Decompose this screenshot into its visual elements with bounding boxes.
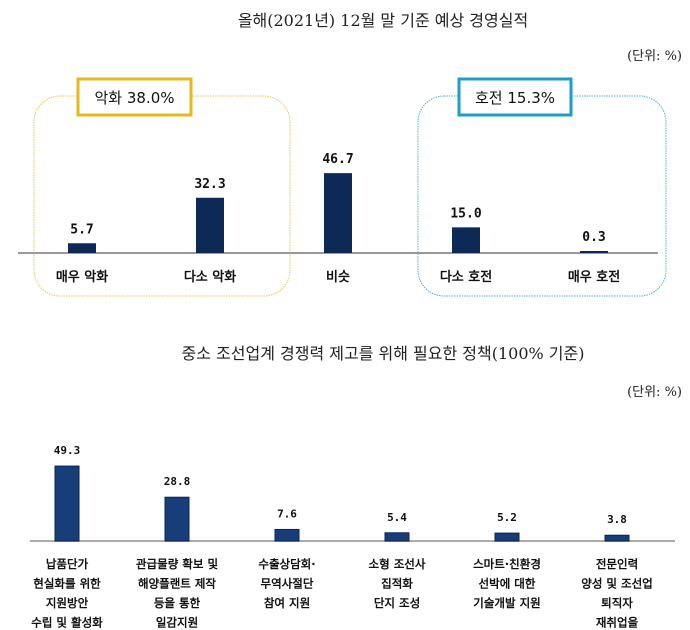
chart2-unit: (단위: %) (627, 385, 682, 400)
data-label: 7.6 (277, 507, 297, 520)
category-label: 관급물량 확보 및 (136, 557, 218, 571)
group-box (417, 95, 667, 297)
category-label: 수출상담회· (258, 557, 315, 571)
category-label: 다소 악화 (184, 269, 236, 285)
category-label: 전문인력 (596, 557, 638, 571)
data-label: 15.0 (450, 206, 481, 221)
data-label: 28.8 (164, 475, 191, 488)
category-label: 양성 및 조선업 (581, 577, 653, 591)
data-label: 46.7 (322, 152, 353, 167)
category-label: 소형 조선사 (369, 557, 426, 571)
group-label-box (457, 77, 573, 117)
chart2-title: 중소 조선업계 경쟁력 제고를 위해 필요한 정책(100% 기준) (182, 344, 585, 363)
category-label: 참여 지원 (264, 596, 310, 610)
bar (384, 532, 410, 542)
category-label: 다소 호전 (440, 269, 492, 285)
bar (196, 197, 224, 253)
category-label: 지원방안 (46, 596, 89, 610)
data-label: 49.3 (54, 444, 81, 457)
category-label: 해양플랜트 제작 (138, 577, 216, 591)
group-box (33, 95, 291, 297)
bar (274, 528, 300, 542)
category-label: 퇴직자 (601, 596, 633, 610)
data-label: 3.8 (607, 513, 627, 526)
category-label: 선박에 대한 (479, 577, 536, 591)
category-label: 스마트·친환경 (473, 557, 541, 571)
category-label: 단지 조성 (374, 596, 420, 610)
category-label: 기술개발 지원 (473, 596, 540, 610)
category-label: 수립 및 활성화 (31, 616, 103, 630)
group-label-box (76, 77, 193, 117)
bar (604, 534, 630, 542)
data-label: 0.3 (582, 230, 605, 245)
bar (580, 251, 608, 253)
group-label: 악화 38.0% (94, 89, 174, 107)
category-label: 매우 호전 (568, 269, 620, 285)
bar (324, 173, 352, 253)
chart1-unit: (단위: %) (627, 49, 682, 64)
bar (54, 465, 80, 542)
category-label: 등을 통한 (154, 596, 201, 610)
data-label: 5.7 (70, 222, 93, 237)
category-label: 무역사절단 (261, 577, 314, 591)
category-label: 일감지원 (156, 616, 198, 630)
bar (68, 243, 96, 253)
group-label: 호전 15.3% (475, 89, 555, 107)
bar (494, 532, 520, 542)
bar (452, 227, 480, 253)
category-label: 재취업을 (596, 616, 639, 630)
data-label: 5.2 (497, 511, 517, 524)
category-label: 집적화 (381, 577, 413, 591)
data-label: 32.3 (194, 177, 225, 192)
category-label: 납품단가 (46, 557, 89, 571)
category-label: 비슷 (326, 270, 350, 285)
bar (164, 496, 190, 542)
category-label: 현실화를 위한 (33, 577, 101, 591)
chart1-title: 올해(2021년) 12월 말 기준 예상 경영실적 (238, 11, 528, 30)
data-label: 5.4 (387, 511, 407, 524)
category-label: 매우 악화 (56, 269, 108, 285)
